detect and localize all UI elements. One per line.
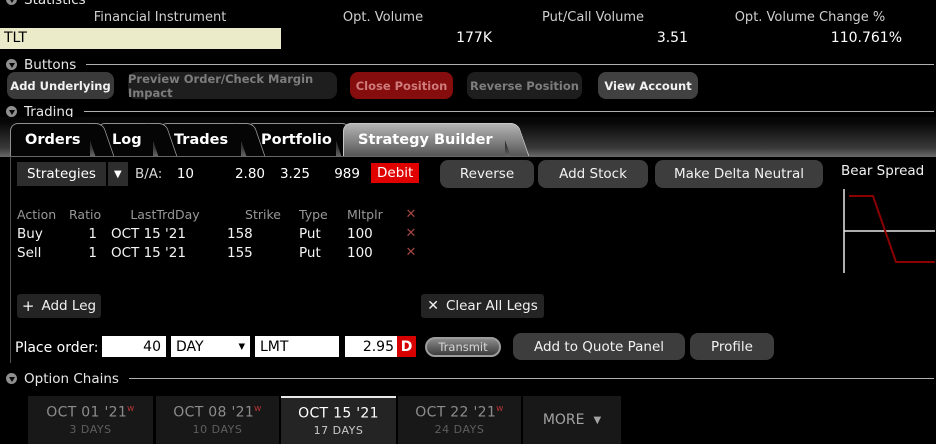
leg-mltplr: 100 [347,225,373,242]
opt-volume-value: 177K [456,30,492,46]
leg-ratio: 1 [88,225,97,242]
expiry-tab-oct-22[interactable]: OCT 22 '21w 24 DAYS [398,396,521,444]
tif-select[interactable]: DAY ▼ [171,336,250,357]
delete-leg-icon[interactable]: ✕ [405,226,417,241]
strategies-dropdown: Strategies ▼ [17,162,128,186]
ask-size: 989 [334,166,360,182]
tab-portfolio[interactable]: Portfolio [246,123,336,156]
quantity-input[interactable]: 40 [102,336,166,357]
reverse-position-button[interactable]: Reverse Position [467,72,582,99]
profile-button[interactable]: Profile [690,333,774,360]
leg-action: Buy [17,225,43,242]
column-header-put-call-volume: Put/Call Volume [541,10,645,25]
legs-header-action: Action [17,207,57,222]
legs-header-type: Type [299,207,328,222]
add-leg-button[interactable]: + Add Leg [17,294,101,318]
collapse-statistics-icon[interactable] [6,0,17,5]
expiry-tab-oct-01[interactable]: OCT 01 '21w 3 DAYS [28,396,153,444]
section-divider [86,64,934,65]
debit-badge: Debit [371,163,420,183]
opt-volume-change-value: 110.761% [830,30,902,46]
add-to-quote-panel-button[interactable]: Add to Quote Panel [513,333,685,360]
strategies-button[interactable]: Strategies [17,162,106,186]
leg-type: Put [299,225,321,242]
add-stock-button[interactable]: Add Stock [538,160,648,188]
weekly-marker: w [254,403,262,414]
bid-ask-size: 10 [176,166,194,182]
ask-price: 3.25 [279,166,310,182]
statistics-section-header: Statistics [6,0,934,8]
tab-strategy-builder[interactable]: Strategy Builder [343,123,505,156]
plus-icon: + [21,297,35,315]
make-delta-neutral-button[interactable]: Make Delta Neutral [655,160,823,188]
bear-spread-payoff-chart [843,189,935,273]
option-chains-title: Option Chains [24,370,119,387]
legs-table: Action Ratio LastTrdDay Strike Type Mltp… [17,205,423,262]
leg-strike: 158 [227,225,253,242]
tab-orders[interactable]: Orders [10,123,90,156]
buttons-section-header: Buttons [6,56,934,73]
legs-header-lasttrdday: LastTrdDay [130,207,200,222]
expiry-tab-oct-08[interactable]: OCT 08 '21w 10 DAYS [156,396,279,444]
statistics-title: Statistics [24,0,86,8]
leg-mltplr: 100 [347,244,373,261]
collapse-buttons-icon[interactable] [6,59,17,70]
collapse-trading-icon[interactable] [6,106,17,117]
reverse-button[interactable]: Reverse [440,160,534,188]
tif-dropdown-arrow-icon: ▼ [238,341,245,352]
add-underlying-button[interactable]: Add Underlying [7,72,114,99]
instrument-field[interactable]: TLT [0,28,281,49]
delete-leg-icon[interactable]: ✕ [405,245,417,260]
collapse-option-chains-icon[interactable] [6,373,17,384]
column-header-opt-volume-change: Opt. Volume Change % [734,10,886,25]
leg-action: Sell [17,244,42,261]
option-chains-section-header: Option Chains [6,370,934,387]
column-header-opt-volume: Opt. Volume [342,10,424,25]
legs-header-ratio: Ratio [69,207,102,222]
debit-side-badge: D [397,336,416,357]
weekly-marker: w [496,403,504,414]
section-divider [83,111,934,112]
leg-lasttrdday: OCT 15 '21 [111,244,186,261]
weekly-marker: w [127,403,135,414]
legs-header-mltplr: Mltplr [347,207,383,222]
legs-header-strike: Strike [245,207,281,222]
buttons-title: Buttons [24,56,77,73]
more-dropdown-arrow-icon: ▼ [593,414,602,426]
strategy-chart-title: Bear Spread [841,163,925,179]
bid-ask-label: B/A: [135,166,163,182]
clear-all-legs-button[interactable]: ✕ Clear All Legs [421,294,544,318]
leg-type: Put [299,244,321,261]
place-order-label: Place order: [15,340,99,356]
more-expiries-tab[interactable]: MORE ▼ [523,396,621,444]
delete-column-icon: ✕ [405,207,417,222]
trading-title: Trading [24,103,74,120]
put-call-volume-value: 3.51 [656,30,688,46]
transmit-button[interactable]: Transmit [425,337,501,357]
leg-strike: 155 [227,244,253,261]
expiry-tab-oct-15[interactable]: OCT 15 '21 17 DAYS [281,396,396,444]
order-type-input[interactable]: LMT [255,336,339,357]
preview-order-button[interactable]: Preview Order/Check Margin Impact [128,72,337,100]
price-input[interactable]: 2.95 [345,336,397,357]
clear-icon: ✕ [427,298,439,314]
trading-section-header: Trading [6,103,934,120]
section-divider [128,378,934,379]
view-account-button[interactable]: View Account [598,72,698,99]
bid-price: 2.80 [234,166,265,182]
leg-lasttrdday: OCT 15 '21 [111,225,186,242]
column-header-financial-instrument: Financial Instrument [93,10,227,25]
close-position-button[interactable]: Close Position [350,72,453,99]
panel-left-border [10,157,11,363]
strategies-dropdown-arrow-icon[interactable]: ▼ [107,162,128,186]
leg-ratio: 1 [88,244,97,261]
